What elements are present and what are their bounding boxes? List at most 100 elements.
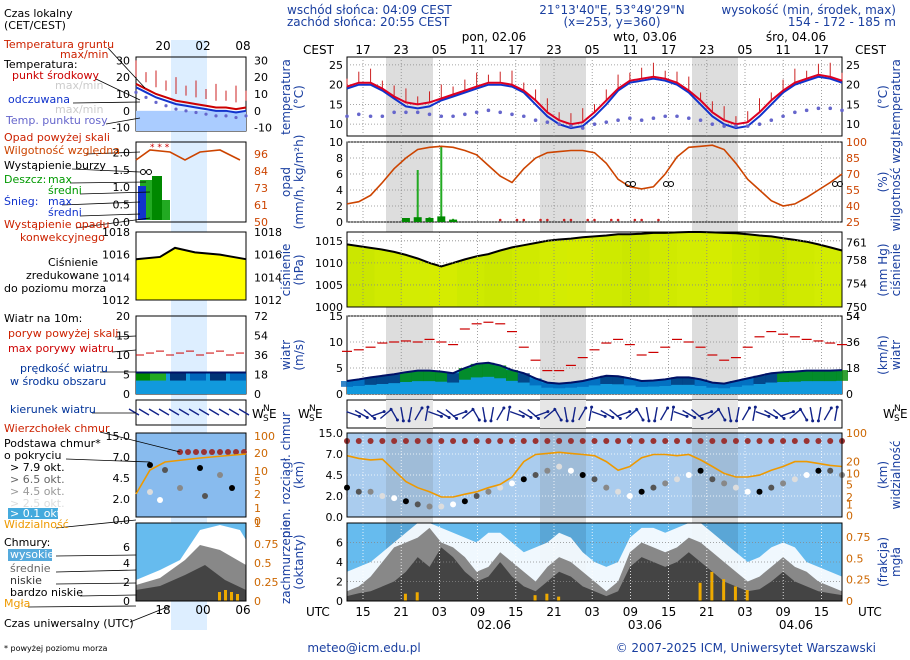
temp-right-tick-1: 15 <box>846 98 860 111</box>
wind-cell-37 <box>777 372 790 382</box>
wind-cell-27 <box>659 379 672 386</box>
wind-kmh-tick-0: 18 <box>846 362 860 375</box>
cloudbase-ylabel-left-line-1: (km) <box>292 461 306 489</box>
wind-arrow-44 <box>707 408 720 420</box>
wind-left-tick-0: 0 <box>336 388 343 401</box>
legend-dir-arrow-8 <box>208 408 220 416</box>
legend-cover-frame <box>135 522 247 602</box>
legend-poryw-powyzej: poryw powyżej skali <box>8 327 118 340</box>
legend-precip-ltick-0: 0.0 <box>113 216 131 229</box>
conv-mark-5 <box>562 218 566 222</box>
legend-vis-tick-0: 100 <box>254 430 275 443</box>
wind-arrow-39 <box>670 406 675 422</box>
wind-cell-39 <box>800 370 813 382</box>
humidity-tick-4: 85 <box>846 152 860 165</box>
wind-cell-12 <box>482 362 495 377</box>
wind-arrow-46 <box>727 406 732 422</box>
storm-symbol-2a <box>832 181 838 187</box>
dew-point-4 <box>392 110 396 115</box>
temp-right-tick-3: 25 <box>846 59 860 72</box>
utc-hour-11: 09 <box>776 605 791 619</box>
legend-cb-dot-6 <box>229 485 235 491</box>
cloud-base-dot-41 <box>827 467 834 474</box>
wind-arrow-8 <box>414 407 423 421</box>
conv-mark-1 <box>515 218 519 222</box>
wind-arrow-47 <box>735 406 740 422</box>
legend-dew-dot-3 <box>164 104 168 108</box>
wind-cell-15 <box>517 373 530 383</box>
legend-fog-bar-0 <box>218 592 221 601</box>
legend-fog-bar-2 <box>230 592 233 601</box>
cloud-base-dot-10 <box>461 498 468 505</box>
dir-night-1 <box>540 400 586 428</box>
temp-left-tick-3: 25 <box>329 59 343 72</box>
wind-arrow-head-7 <box>407 419 411 423</box>
wind-cell-42 <box>836 370 848 381</box>
cloudbase-ylabel-left: pion. rozciągł. chmur (km) <box>279 412 306 538</box>
cb-left-tick-4: 15.0 <box>319 427 344 440</box>
legend-dew-dot-2 <box>154 100 158 105</box>
legend-cb-dot-8 <box>202 493 208 499</box>
wind-arrow-head-41 <box>693 416 697 419</box>
dew-point-17 <box>545 120 550 124</box>
legend-temp-rtick-0: -10 <box>254 122 272 135</box>
cloud-base-dot-23 <box>615 488 622 495</box>
fog-bar2-0 <box>403 593 407 601</box>
legend-mgla: Mgła <box>4 597 30 610</box>
feel-line <box>346 75 843 130</box>
legend-fog-tick-3: 0.25 <box>254 576 279 589</box>
wind-cell-4 <box>388 374 401 384</box>
legend-wind-ltick-3: 15 <box>116 330 130 343</box>
footer-email[interactable]: meteo@icm.edu.pl <box>307 641 420 655</box>
cloud-top-dot-32 <box>721 438 728 444</box>
cloud-base-dot-32 <box>721 480 728 487</box>
day-bottom-3: 04.06 <box>779 618 813 632</box>
wind-arrow-head-13 <box>464 410 468 414</box>
precip-ylabel-left-line-0: opad <box>279 167 293 197</box>
cloud-top-dot-2 <box>367 438 374 444</box>
dew-point-30 <box>698 118 703 122</box>
temp-ylabel-left: temperatura (°C) <box>279 59 306 135</box>
legend-niskie: niskie <box>10 574 42 587</box>
compass-s-left: S <box>309 414 315 424</box>
legend-pointer-21 <box>79 594 137 597</box>
wind-arrow-head-3 <box>382 410 386 414</box>
legend-czas-lokalny2: (CET/CEST) <box>4 19 66 32</box>
legend-temp-ltick-2: 10 <box>116 88 130 101</box>
legend-dir-arrow-1 <box>138 408 150 416</box>
cloud-top-dot-24 <box>626 438 633 444</box>
cloud-base-dot-22 <box>603 484 610 491</box>
humidity-line <box>346 144 843 207</box>
conv-mark-6 <box>569 218 573 222</box>
rain-max-bar-8 <box>440 146 443 222</box>
legend-storm-a <box>140 169 146 175</box>
wind-cell-17 <box>541 382 554 388</box>
cloud-base-dot-14 <box>509 480 515 487</box>
dir-night-0 <box>386 400 433 428</box>
cloud-base-dot-30 <box>697 467 704 474</box>
cover-ylabel-left-line-1: (oktanty) <box>292 534 306 589</box>
local-hour-7: 11 <box>623 43 638 57</box>
wind-arrow-1 <box>354 409 368 419</box>
cloud-top-dot-26 <box>650 438 657 444</box>
local-hour-3: 11 <box>470 43 485 57</box>
cloud-top-dot-37 <box>780 438 787 444</box>
conv-mark-4 <box>546 218 549 222</box>
legend-compass-e: E <box>269 407 277 421</box>
wind-arrow-4 <box>379 408 392 420</box>
wind-arrow-head-1 <box>365 416 369 419</box>
legend-deszcz-max: max <box>48 173 72 186</box>
dew-point-1 <box>356 112 361 117</box>
wind-arrow-50 <box>755 410 770 418</box>
legend-cb-dot-0 <box>147 462 153 468</box>
legend-dew-dot-5 <box>184 109 188 113</box>
local-hour-9: 23 <box>699 43 714 57</box>
pressure-ylabel-left: ciśnienie (hPa) <box>279 244 306 297</box>
humidity-ylabel-right-line-1: wilgotność wzgl. <box>889 133 903 232</box>
legend-dew-dot-0 <box>134 90 138 94</box>
conv-mark-2 <box>522 218 526 222</box>
dew-point-3 <box>380 114 385 119</box>
wind-arrow-head-25 <box>559 418 563 422</box>
legend-rain-avg <box>152 176 162 220</box>
